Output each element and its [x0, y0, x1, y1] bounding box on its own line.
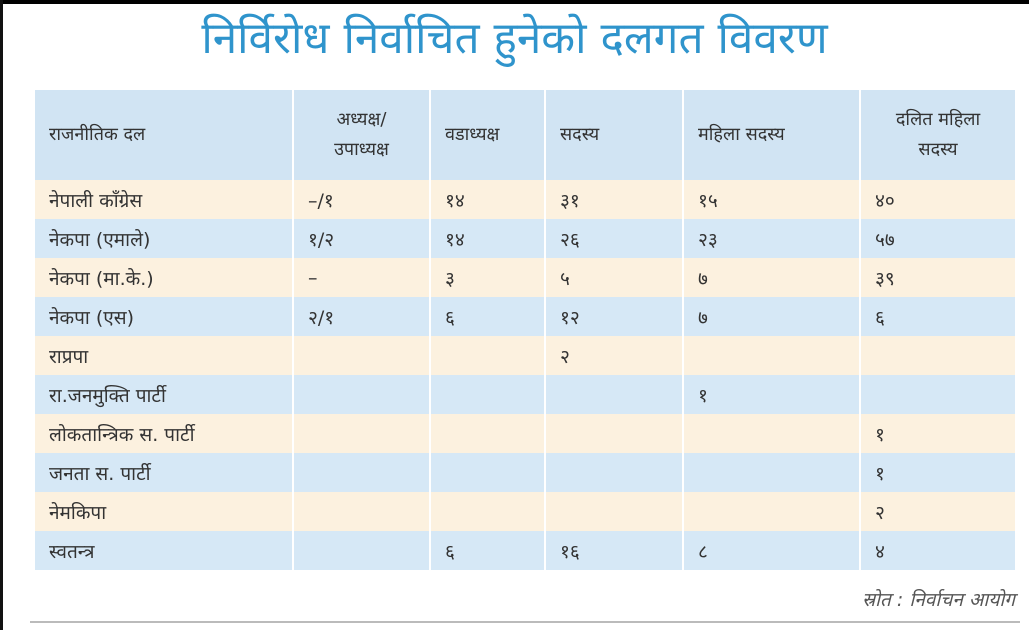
cell-chair-vicechair: २/१ — [292, 297, 430, 336]
party-results-table: राजनीतिक दल अध्यक्ष/ उपाध्यक्ष वडाध्यक्ष… — [35, 90, 1015, 570]
table-row: नेपाली काँग्रेस –/१ १४ ३१ १५ ४० — [35, 180, 1015, 219]
cell-ward-chair: १४ — [429, 219, 545, 258]
table-row: नेकपा (मा.के.) –३ ५ ७ ३९ — [35, 258, 1015, 297]
cell-ward-chair — [429, 492, 545, 531]
cell-chair-vicechair: –/१ — [292, 180, 430, 219]
cell-party: नेकपा (एस) — [35, 297, 293, 336]
cell-woman-member: ७ — [682, 297, 860, 336]
cell-woman-member: १५ — [682, 180, 860, 219]
source-note: स्रोत : निर्वाचन आयोग — [862, 589, 1015, 611]
cell-member: २६ — [544, 219, 683, 258]
cell-ward-chair — [429, 336, 545, 375]
cell-woman-member: २३ — [682, 219, 860, 258]
cell-member: ३१ — [544, 180, 683, 219]
cell-dalit-woman-member — [859, 336, 1015, 375]
cell-dalit-woman-member: १ — [859, 414, 1015, 453]
cell-woman-member: ७ — [682, 258, 860, 297]
cell-chair-vicechair: १/२ — [292, 219, 430, 258]
cell-party: नेकपा (एमाले) — [35, 219, 293, 258]
cell-party: स्वतन्त्र — [35, 531, 293, 570]
cell-dalit-woman-member: २ — [859, 492, 1015, 531]
cell-dalit-woman-member — [859, 375, 1015, 414]
table-row: स्वतन्त्र ६ १६ ८ ४ — [35, 531, 1015, 570]
cell-woman-member — [682, 453, 860, 492]
cell-woman-member — [682, 414, 860, 453]
table-header-row: राजनीतिक दल अध्यक्ष/ उपाध्यक्ष वडाध्यक्ष… — [35, 90, 1015, 180]
table-row: नेकपा (एस) २/१ ६ १२ ७ ६ — [35, 297, 1015, 336]
cell-ward-chair: ६ — [429, 531, 545, 570]
cell-dalit-woman-member: ४ — [859, 531, 1015, 570]
header-woman-member: महिला सदस्य — [682, 90, 860, 180]
cell-party: जनता स. पार्टी — [35, 453, 293, 492]
cell-member: १६ — [544, 531, 683, 570]
cell-member: २ — [544, 336, 683, 375]
cell-chair-vicechair — [292, 336, 430, 375]
page-title: निर्विरोध निर्वाचित हुनेको दलगत विवरण — [201, 13, 828, 64]
cell-member — [544, 414, 683, 453]
cell-party: लोकतान्त्रिक स. पार्टी — [35, 414, 293, 453]
cell-dalit-woman-member: १ — [859, 453, 1015, 492]
cell-woman-member: १ — [682, 375, 860, 414]
cell-party: नेकपा (मा.के.) — [35, 258, 293, 297]
cell-member: ५ — [544, 258, 683, 297]
cell-chair-vicechair — [292, 492, 430, 531]
cell-member: १२ — [544, 297, 683, 336]
cell-dalit-woman-member: ५७ — [859, 219, 1015, 258]
divider — [30, 621, 1020, 623]
header-dalit-woman-member: दलित महिला सदस्य — [859, 90, 1015, 180]
cell-party: राप्रपा — [35, 336, 293, 375]
cell-chair-vicechair — [292, 453, 430, 492]
header-ward-chair: वडाध्यक्ष — [429, 90, 545, 180]
cell-dalit-woman-member: ४० — [859, 180, 1015, 219]
frame-border-top — [0, 0, 1029, 4]
table-row: नेमकिपा २ — [35, 492, 1015, 531]
cell-dalit-woman-member: ३९ — [859, 258, 1015, 297]
table-row: लोकतान्त्रिक स. पार्टी १ — [35, 414, 1015, 453]
table-row: रा.जनमुक्ति पार्टी १ — [35, 375, 1015, 414]
cell-dalit-woman-member: ६ — [859, 297, 1015, 336]
cell-ward-chair — [429, 414, 545, 453]
cell-woman-member — [682, 492, 860, 531]
header-member: सदस्य — [544, 90, 683, 180]
cell-chair-vicechair — [292, 414, 430, 453]
cell-chair-vicechair — [292, 531, 430, 570]
frame-border-left — [0, 0, 3, 630]
cell-woman-member — [682, 336, 860, 375]
header-chair-vicechair: अध्यक्ष/ उपाध्यक्ष — [292, 90, 430, 180]
table-row: राप्रपा २ — [35, 336, 1015, 375]
cell-ward-chair: ३ — [429, 258, 545, 297]
cell-ward-chair: १४ — [429, 180, 545, 219]
cell-party: रा.जनमुक्ति पार्टी — [35, 375, 293, 414]
cell-member — [544, 492, 683, 531]
cell-party: नेपाली काँग्रेस — [35, 180, 293, 219]
cell-ward-chair — [429, 375, 545, 414]
table-row: जनता स. पार्टी १ — [35, 453, 1015, 492]
cell-member — [544, 375, 683, 414]
header-party: राजनीतिक दल — [35, 90, 293, 180]
cell-ward-chair — [429, 453, 545, 492]
cell-member — [544, 453, 683, 492]
cell-chair-vicechair — [292, 375, 430, 414]
cell-woman-member: ८ — [682, 531, 860, 570]
cell-chair-vicechair: – — [292, 258, 430, 297]
cell-party: नेमकिपा — [35, 492, 293, 531]
cell-ward-chair: ६ — [429, 297, 545, 336]
table-row: नेकपा (एमाले) १/२ १४ २६ २३ ५७ — [35, 219, 1015, 258]
